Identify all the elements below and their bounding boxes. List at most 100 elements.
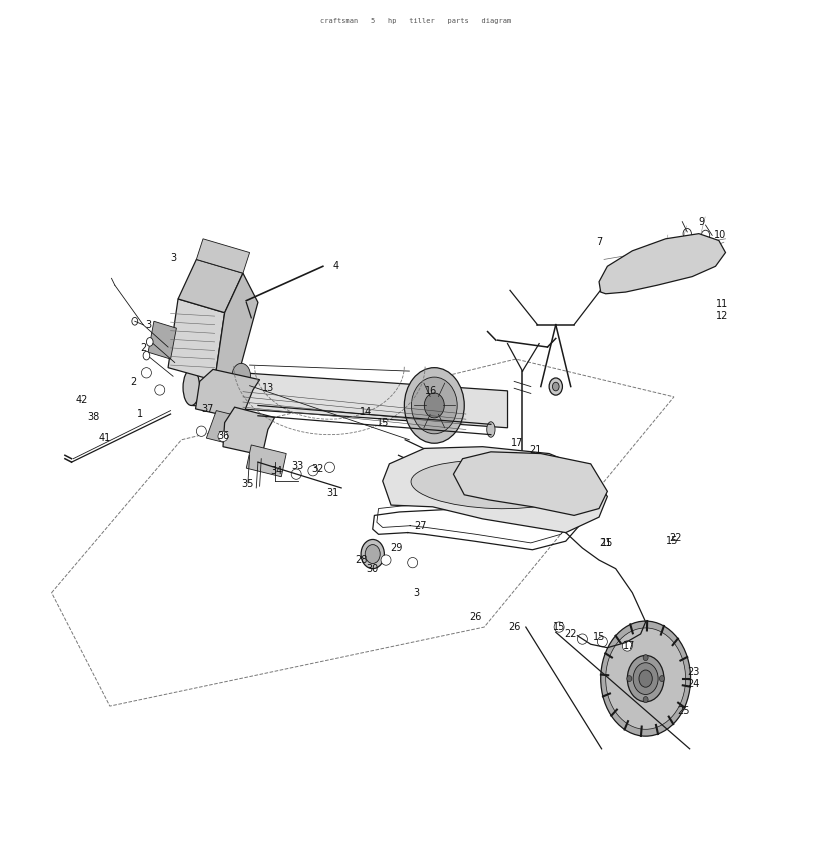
Text: 19: 19 xyxy=(433,466,445,476)
Ellipse shape xyxy=(643,697,648,703)
Ellipse shape xyxy=(424,393,444,418)
Ellipse shape xyxy=(633,663,658,694)
Ellipse shape xyxy=(411,377,458,434)
Text: 17: 17 xyxy=(623,641,635,651)
Text: 1: 1 xyxy=(136,409,143,419)
Text: 22: 22 xyxy=(564,629,577,639)
Polygon shape xyxy=(599,234,726,294)
Polygon shape xyxy=(148,321,176,359)
Text: 15: 15 xyxy=(553,622,565,632)
Ellipse shape xyxy=(232,363,250,387)
Ellipse shape xyxy=(676,251,696,275)
Text: 43: 43 xyxy=(543,483,555,493)
Ellipse shape xyxy=(601,621,691,736)
Polygon shape xyxy=(215,273,258,381)
Text: 21: 21 xyxy=(530,445,542,455)
Text: 4: 4 xyxy=(332,261,339,271)
Text: 16: 16 xyxy=(425,386,437,396)
Ellipse shape xyxy=(552,382,559,391)
Ellipse shape xyxy=(606,628,686,729)
Polygon shape xyxy=(178,259,243,313)
Text: 5: 5 xyxy=(488,484,494,495)
Ellipse shape xyxy=(143,351,150,360)
Text: 30: 30 xyxy=(367,564,379,574)
Text: 12: 12 xyxy=(716,311,728,321)
Ellipse shape xyxy=(487,422,495,437)
Polygon shape xyxy=(246,445,286,477)
Text: 27: 27 xyxy=(414,521,428,531)
Ellipse shape xyxy=(146,338,153,346)
Text: 3: 3 xyxy=(145,320,151,330)
Ellipse shape xyxy=(361,539,384,569)
Text: 21: 21 xyxy=(600,538,612,548)
Text: 37: 37 xyxy=(202,404,214,414)
Circle shape xyxy=(196,426,206,436)
Polygon shape xyxy=(191,369,508,428)
Circle shape xyxy=(155,385,165,395)
Text: 13: 13 xyxy=(262,383,274,393)
Polygon shape xyxy=(168,299,225,381)
Text: 34: 34 xyxy=(270,466,282,476)
Polygon shape xyxy=(453,452,607,515)
Text: 17: 17 xyxy=(512,438,523,448)
Text: 2: 2 xyxy=(130,377,136,387)
Text: 31: 31 xyxy=(327,488,339,498)
Text: 35: 35 xyxy=(242,479,254,490)
Polygon shape xyxy=(383,447,607,533)
Ellipse shape xyxy=(683,228,691,239)
Text: 9: 9 xyxy=(698,216,705,227)
Ellipse shape xyxy=(627,655,664,702)
Ellipse shape xyxy=(549,378,562,395)
Text: 11: 11 xyxy=(716,299,728,309)
Circle shape xyxy=(381,555,391,565)
Text: 32: 32 xyxy=(312,464,324,474)
Polygon shape xyxy=(206,411,258,448)
Text: 10: 10 xyxy=(715,230,726,241)
Circle shape xyxy=(291,469,301,479)
Text: 23: 23 xyxy=(688,667,700,677)
Text: 41: 41 xyxy=(99,433,111,443)
Circle shape xyxy=(141,368,151,378)
Circle shape xyxy=(597,637,607,647)
Text: 15: 15 xyxy=(602,538,613,548)
Text: 3: 3 xyxy=(170,253,176,263)
Text: craftsman   5   hp   tiller   parts   diagram: craftsman 5 hp tiller parts diagram xyxy=(320,19,512,24)
Polygon shape xyxy=(196,239,250,273)
Circle shape xyxy=(408,557,418,568)
Text: 7: 7 xyxy=(596,237,602,247)
Text: 2: 2 xyxy=(140,343,146,353)
Ellipse shape xyxy=(643,655,648,661)
Polygon shape xyxy=(196,369,260,419)
Text: 22: 22 xyxy=(669,533,682,543)
Text: 14: 14 xyxy=(360,407,372,417)
Circle shape xyxy=(308,466,318,476)
Text: 15: 15 xyxy=(593,632,605,643)
Text: 36: 36 xyxy=(217,431,229,442)
Circle shape xyxy=(554,622,564,632)
Text: 26: 26 xyxy=(508,622,520,632)
Ellipse shape xyxy=(681,257,691,269)
Ellipse shape xyxy=(131,317,138,325)
Ellipse shape xyxy=(411,460,577,509)
Text: 3: 3 xyxy=(413,588,419,598)
Text: 8: 8 xyxy=(612,277,619,287)
Ellipse shape xyxy=(701,230,710,241)
Text: 42: 42 xyxy=(76,395,87,405)
Text: 33: 33 xyxy=(292,460,304,471)
Text: 24: 24 xyxy=(688,679,700,689)
Circle shape xyxy=(218,431,228,442)
Ellipse shape xyxy=(365,545,380,564)
Text: 15: 15 xyxy=(377,417,389,428)
Text: 28: 28 xyxy=(355,555,367,565)
Ellipse shape xyxy=(518,456,527,468)
Circle shape xyxy=(622,641,632,651)
Ellipse shape xyxy=(639,670,652,687)
Ellipse shape xyxy=(183,369,200,405)
Text: 25: 25 xyxy=(677,706,691,716)
Text: 38: 38 xyxy=(87,412,99,423)
Text: 26: 26 xyxy=(470,612,482,622)
Polygon shape xyxy=(223,407,275,455)
Circle shape xyxy=(324,462,334,472)
Ellipse shape xyxy=(660,675,665,682)
Ellipse shape xyxy=(404,368,464,443)
